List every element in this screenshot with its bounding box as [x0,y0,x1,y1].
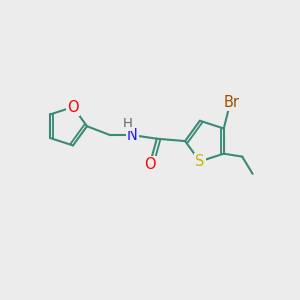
Text: N: N [127,128,138,142]
Text: O: O [67,100,79,115]
Text: O: O [145,158,156,172]
Text: Br: Br [224,95,239,110]
Text: H: H [123,117,133,130]
Text: S: S [195,154,205,169]
